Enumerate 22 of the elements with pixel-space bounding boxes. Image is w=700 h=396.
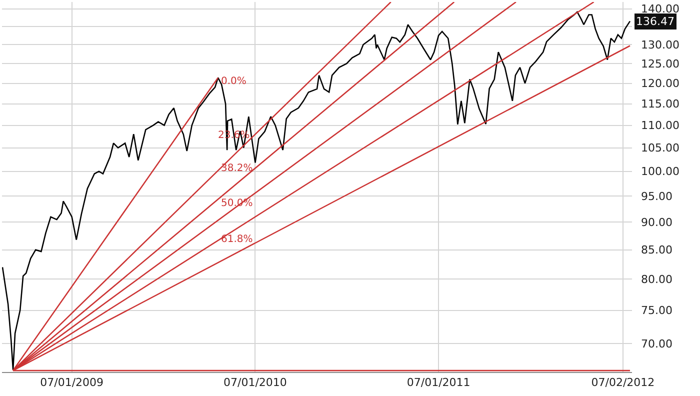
y-tick-label: 70.00 bbox=[641, 337, 672, 350]
y-tick-label: 80.00 bbox=[641, 272, 672, 286]
y-tick-label: 110.00 bbox=[641, 119, 680, 132]
y-tick-label: 100.00 bbox=[641, 165, 680, 178]
y-tick-label: 95.00 bbox=[641, 190, 672, 203]
y-tick-label: 125.00 bbox=[641, 57, 680, 70]
y-tick-label: 130.00 bbox=[641, 38, 680, 52]
y-tick-label: 75.00 bbox=[641, 304, 672, 318]
y-tick-label: 90.00 bbox=[641, 216, 672, 230]
annotation: 38.2% bbox=[221, 163, 253, 174]
y-tick-label: 85.00 bbox=[641, 244, 672, 257]
y-tick-label: 105.00 bbox=[641, 142, 680, 155]
annotation: 136.47 bbox=[636, 15, 674, 28]
y-tick-label: 115.00 bbox=[641, 98, 680, 111]
annotation: 61.8% bbox=[221, 234, 253, 245]
x-tick-label: 07/01/2009 bbox=[40, 376, 104, 390]
x-tick-label: 07/01/2011 bbox=[406, 376, 470, 390]
x-tick-label: 07/02/2012 bbox=[591, 376, 655, 390]
y-tick-label: 120.00 bbox=[641, 77, 680, 90]
x-tick-label: 07/01/2010 bbox=[224, 376, 287, 390]
annotation: 0.0% bbox=[221, 76, 246, 87]
y-tick-label: 140.00 bbox=[641, 2, 680, 16]
